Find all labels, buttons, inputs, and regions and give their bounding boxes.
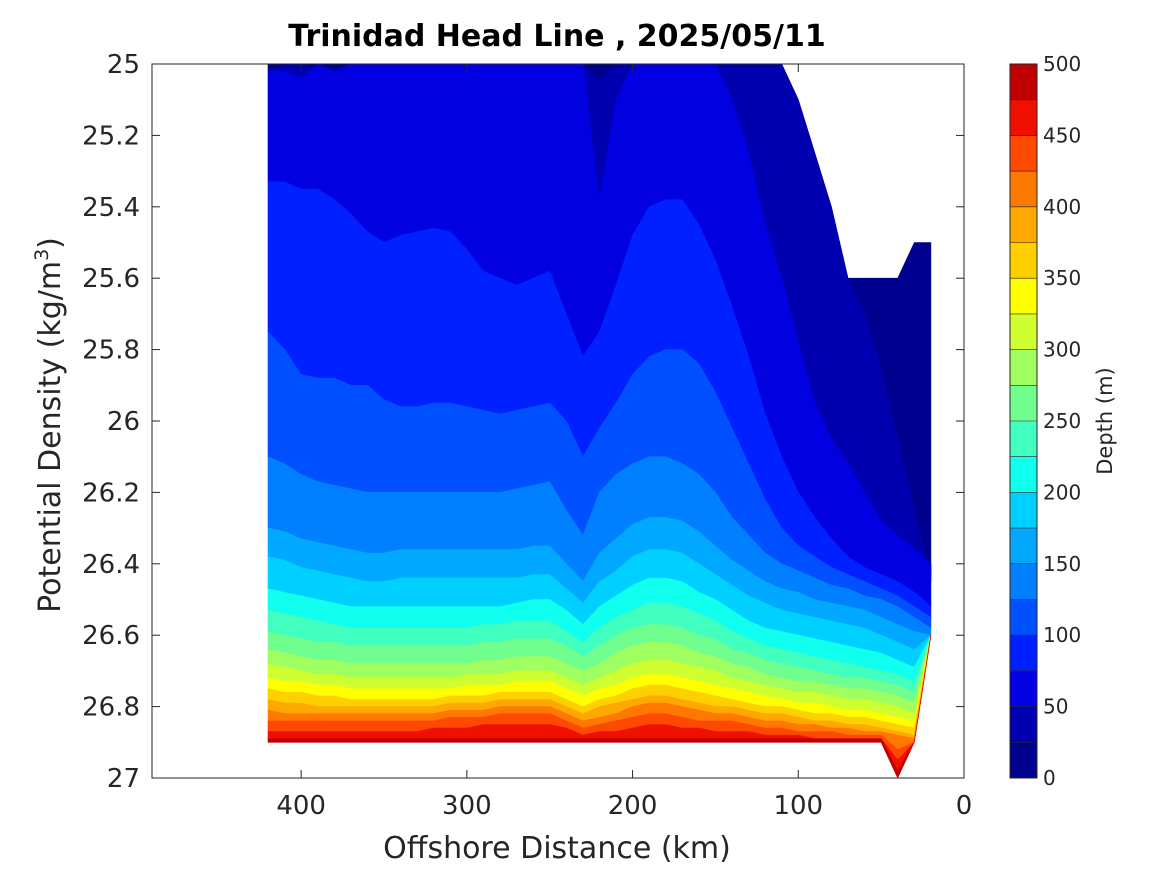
y-tick-label: 26.4: [82, 550, 140, 580]
colorbar-tick-label: 250: [1043, 409, 1081, 433]
colorbar-tick-label: 450: [1043, 123, 1081, 147]
y-tick-label: 25.8: [82, 336, 140, 366]
colorbar-segment: [1010, 635, 1037, 672]
colorbar-tick-label: 400: [1043, 195, 1081, 219]
y-axis-title-superscript: 3: [31, 249, 53, 261]
x-tick-label: 100: [773, 791, 823, 821]
y-axis-title: Potential Density (kg/m3): [31, 237, 68, 613]
colorbar-segment: [1010, 349, 1037, 386]
y-axis-title-main: Potential Density (kg/m: [33, 261, 68, 613]
y-tick-label: 26: [107, 407, 140, 437]
y-tick-label: 26.2: [82, 478, 140, 508]
x-tick-label: 0: [956, 791, 973, 821]
colorbar-segment: [1010, 99, 1037, 136]
colorbar-tick-label: 200: [1043, 480, 1081, 504]
colorbar-segment: [1010, 421, 1037, 458]
colorbar-tick-label: 350: [1043, 266, 1081, 290]
colorbar-segment: [1010, 706, 1037, 743]
colorbar-segment: [1010, 171, 1037, 208]
colorbar-segment: [1010, 64, 1037, 101]
y-tick-label: 26.8: [82, 693, 140, 723]
colorbar-segment: [1010, 242, 1037, 279]
contour-fill-layer: [267, 64, 932, 778]
x-tick-label: 400: [276, 791, 326, 821]
colorbar-segment: [1010, 313, 1037, 351]
x-tick-label: 200: [608, 791, 658, 821]
colorbar-segment: [1010, 206, 1037, 243]
y-tick-label: 25.2: [82, 121, 140, 151]
y-axis-title-close: ): [33, 237, 68, 249]
colorbar-tick-label: 150: [1043, 552, 1081, 576]
y-tick-label: 27: [107, 764, 140, 794]
y-tick-label: 26.6: [82, 621, 140, 651]
colorbar-segment: [1010, 670, 1037, 708]
colorbar-tick-label: 50: [1043, 695, 1068, 719]
colorbar-segment: [1010, 456, 1037, 493]
colorbar-segment: [1010, 385, 1037, 422]
x-axis-ticks: 400 300 200 100 0: [276, 64, 972, 821]
colorbar-frame: [1009, 63, 1038, 779]
y-axis-ticks: 25 25.2 25.4 25.6 25.8 26 26.2 26.4 26.6 26.8 27: [82, 50, 964, 794]
colorbar-segment: [1010, 492, 1037, 529]
y-tick-label: 25.6: [82, 264, 140, 294]
chart-title: Trinidad Head Line , 2025/05/11: [288, 19, 825, 54]
colorbar-tick-label: 300: [1043, 338, 1081, 362]
colorbar-title: Depth (m): [1093, 367, 1117, 474]
colorbar-segment: [1010, 278, 1037, 315]
contour-band-475-500m: [267, 635, 932, 778]
colorbar: 0 50 100 150 200 250 300 350 400 450 500: [1009, 52, 1081, 790]
colorbar-segment: [1010, 742, 1037, 779]
colorbar-tick-label: 0: [1043, 766, 1056, 790]
x-tick-label: 300: [442, 791, 492, 821]
colorbar-tick-label: 100: [1043, 623, 1081, 647]
colorbar-tick-label: 500: [1043, 52, 1081, 76]
x-axis-title: Offshore Distance (km): [383, 831, 731, 866]
y-tick-label: 25.4: [82, 193, 140, 223]
y-tick-label: 25: [107, 50, 140, 80]
colorbar-segment: [1010, 599, 1037, 636]
colorbar-segment: [1010, 528, 1037, 565]
colorbar-segment: [1010, 135, 1037, 172]
colorbar-segment: [1010, 563, 1037, 600]
